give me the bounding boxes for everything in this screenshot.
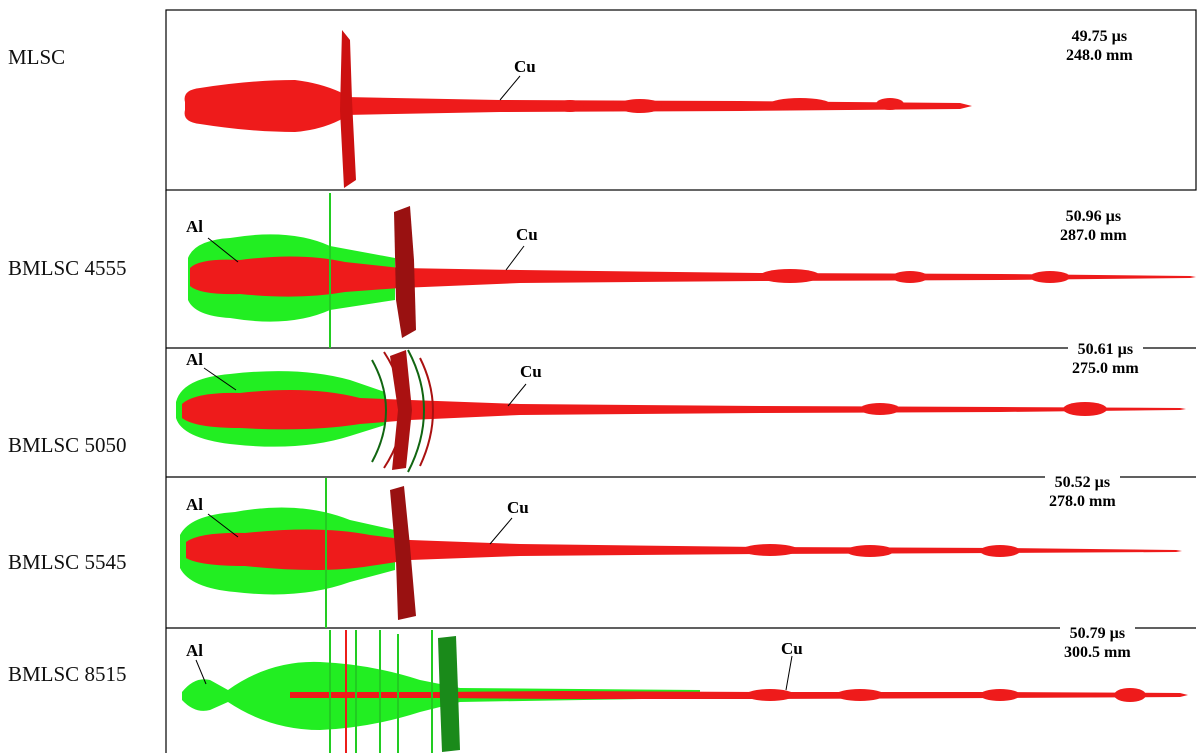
copper-slug-flare <box>390 350 412 470</box>
stat-length: 287.0 mm <box>1060 227 1127 244</box>
config-label-bmlsc-8515: BMLSC 8515 <box>8 662 127 686</box>
stat-length: 300.5 mm <box>1064 644 1131 661</box>
fragment-cluster <box>438 636 460 752</box>
al-leader-line <box>203 367 237 391</box>
stat-length: 275.0 mm <box>1072 360 1139 377</box>
al-label: Al <box>186 495 203 514</box>
stat-time: 50.79 µs <box>1069 625 1126 642</box>
stat-time: 50.96 µs <box>1065 208 1122 225</box>
jet-particles <box>746 688 1146 702</box>
panel-stats-bmlsc-5545: 50.52 µs 278.0 mm <box>1045 473 1120 511</box>
al-leader-line <box>207 513 239 538</box>
cu-leader-line <box>499 75 521 101</box>
al-leader-line <box>207 237 239 263</box>
copper-slug-flare <box>340 30 356 188</box>
stat-time: 50.52 µs <box>1054 474 1111 491</box>
al-label: Al <box>186 641 203 660</box>
copper-jet <box>186 529 1182 570</box>
cu-label: Cu <box>507 498 529 517</box>
jet-particles <box>556 98 904 113</box>
panel-stats-bmlsc-4555: 50.96 µs 287.0 mm <box>1056 207 1131 245</box>
jet-bmlsc-5050: Al Cu <box>176 349 1186 473</box>
copper-jet <box>290 691 1188 699</box>
cu-label: Cu <box>514 57 536 76</box>
stat-length: 248.0 mm <box>1066 47 1133 64</box>
panel-frame-mlsc <box>165 9 1197 191</box>
cu-label: Cu <box>781 639 803 658</box>
panel-stats-bmlsc-8515: 50.79 µs 300.5 mm <box>1060 624 1135 662</box>
cu-leader-line <box>785 655 793 691</box>
jet-particles <box>860 402 1107 416</box>
al-label: Al <box>186 217 203 236</box>
cu-leader-line <box>507 383 527 407</box>
jet-particles <box>742 544 1020 557</box>
config-label-bmlsc-5050: BMLSC 5050 <box>8 433 127 457</box>
config-label-bmlsc-5545: BMLSC 5545 <box>8 550 127 574</box>
al-leader-line <box>195 659 207 685</box>
stat-length: 278.0 mm <box>1049 493 1116 510</box>
stat-time: 49.75 µs <box>1071 28 1128 45</box>
copper-jet <box>182 389 1186 430</box>
panel-stats-mlsc: 49.75 µs 248.0 mm <box>1062 27 1137 65</box>
jet-mlsc: Cu <box>184 30 973 188</box>
cu-leader-line <box>489 517 513 545</box>
cu-leader-line <box>505 245 525 271</box>
config-label-mlsc: MLSC <box>8 45 66 69</box>
copper-slug-flare <box>390 486 416 620</box>
jet-bmlsc-4555: Al Cu <box>186 193 1196 348</box>
green-trace-lines <box>329 630 433 753</box>
stat-time: 50.61 µs <box>1077 341 1134 358</box>
config-label-bmlsc-4555: BMLSC 4555 <box>8 256 127 280</box>
jet-bmlsc-5545: Al Cu <box>180 478 1182 628</box>
cu-label: Cu <box>516 225 538 244</box>
panel-stats-bmlsc-5050: 50.61 µs 275.0 mm <box>1068 340 1143 378</box>
jet-particles <box>760 269 1070 283</box>
al-label: Al <box>186 350 203 369</box>
copper-jet <box>190 256 1196 297</box>
panel-frames <box>165 9 1197 753</box>
jet-bmlsc-8515: Al Cu <box>182 630 1188 753</box>
copper-slug-flare <box>394 206 416 338</box>
cu-label: Cu <box>520 362 542 381</box>
